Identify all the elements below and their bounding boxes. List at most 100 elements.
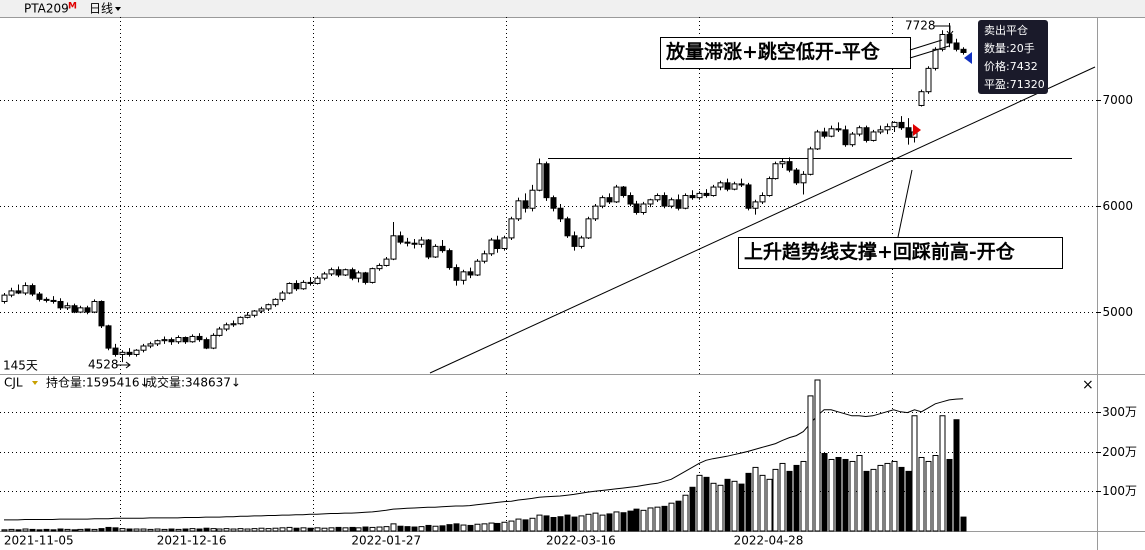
candle-body (522, 200, 529, 209)
volume-bar (29, 528, 36, 532)
candle-body (814, 131, 821, 150)
volume-bar (696, 474, 703, 532)
candle-body (877, 129, 884, 133)
volume-bar (383, 526, 390, 532)
x-tick-label: 2021-11-05 (4, 534, 74, 548)
candle-body (321, 273, 328, 279)
volume-bar (807, 395, 814, 532)
annotation-pointer (897, 169, 913, 238)
volume-bar (1, 529, 8, 532)
legend-entry: 持仓量:1595416↓ (46, 375, 150, 390)
y-tick-label: 100万 (1102, 484, 1137, 498)
candle-body (390, 235, 397, 260)
candle-body (251, 310, 258, 316)
volume-bar (828, 458, 835, 532)
candle-body (314, 277, 321, 284)
volume-bar (397, 525, 404, 532)
volume-bar (71, 529, 78, 532)
candle-body (196, 335, 203, 341)
volume-bar (147, 528, 154, 532)
candle-body (335, 269, 342, 276)
candle-body (279, 292, 286, 300)
volume-bar (244, 528, 251, 532)
y-tick-label: 6000 (1102, 199, 1133, 213)
candle-body (550, 197, 557, 209)
candle-body (842, 129, 849, 146)
volume-bar (168, 528, 175, 532)
volume-bar (15, 529, 22, 532)
candle-body (898, 121, 905, 129)
candle-body (119, 351, 126, 355)
candle-body (230, 323, 237, 326)
candle-body (745, 184, 752, 209)
volume-bar (738, 483, 745, 532)
candle-body (203, 339, 210, 349)
candle-body (154, 340, 161, 345)
volume-bar (369, 526, 376, 532)
candle-body (891, 121, 898, 128)
volume-bar (210, 528, 217, 532)
candle-body (731, 183, 738, 190)
volume-bar (50, 529, 57, 532)
volume-bar (752, 466, 759, 532)
volume-bar (627, 510, 634, 532)
volume-bar (529, 517, 536, 532)
volume-bar (175, 528, 182, 532)
volume-bar (84, 528, 91, 532)
volume-bar (328, 527, 335, 532)
trade-info-box (978, 20, 1048, 94)
candle-body (766, 178, 773, 197)
volume-bar (682, 494, 689, 532)
candle-body (856, 127, 863, 135)
candle-body (22, 285, 29, 294)
candle-body (488, 239, 495, 255)
volume-bar (286, 526, 293, 532)
candle-body (599, 197, 606, 207)
candle-body (126, 351, 133, 355)
candle-body (29, 285, 36, 295)
volume-bar (779, 462, 786, 532)
volume-bar (481, 523, 488, 532)
candle-body (932, 48, 939, 69)
candle-body (779, 161, 786, 165)
candle-body (508, 218, 515, 239)
volume-bar (182, 528, 189, 532)
close-button[interactable]: × (1082, 377, 1094, 393)
candle-body (50, 299, 57, 302)
volume-bar (599, 514, 606, 532)
volume-bar (105, 526, 112, 532)
volume-bar (154, 528, 161, 532)
volume-bar (376, 526, 383, 532)
candle-body (724, 182, 731, 190)
y-tick-label: 200万 (1102, 445, 1137, 459)
volume-bar (891, 460, 898, 532)
candle-body (36, 293, 43, 300)
annotation-box (738, 237, 1063, 269)
candle-body (411, 242, 418, 245)
volume-bar (404, 526, 411, 532)
candle-body (418, 239, 425, 245)
period-selector[interactable]: 日线 (89, 2, 113, 16)
candle-body (960, 48, 967, 53)
candle-body (43, 298, 50, 301)
volume-bar (279, 527, 286, 532)
volume-bar (230, 528, 237, 532)
volume-bar (293, 527, 300, 532)
volume-bar (898, 466, 905, 532)
volume-bar (251, 528, 258, 532)
volume-bar (884, 462, 891, 532)
candle-body (752, 201, 759, 209)
volume-bar (717, 484, 724, 532)
candle-body (98, 300, 105, 327)
candle-body (112, 347, 119, 355)
trend-line (429, 66, 1096, 374)
candle-body (668, 199, 675, 207)
candle-body (105, 325, 112, 349)
volume-bar (488, 522, 495, 532)
annotation-pointer (909, 39, 950, 59)
volume-bar (557, 516, 564, 532)
y-tick-label: 5000 (1102, 305, 1133, 319)
sell-marker (964, 52, 972, 64)
volume-bar (543, 515, 550, 532)
symbol: PTA209 (24, 2, 69, 16)
